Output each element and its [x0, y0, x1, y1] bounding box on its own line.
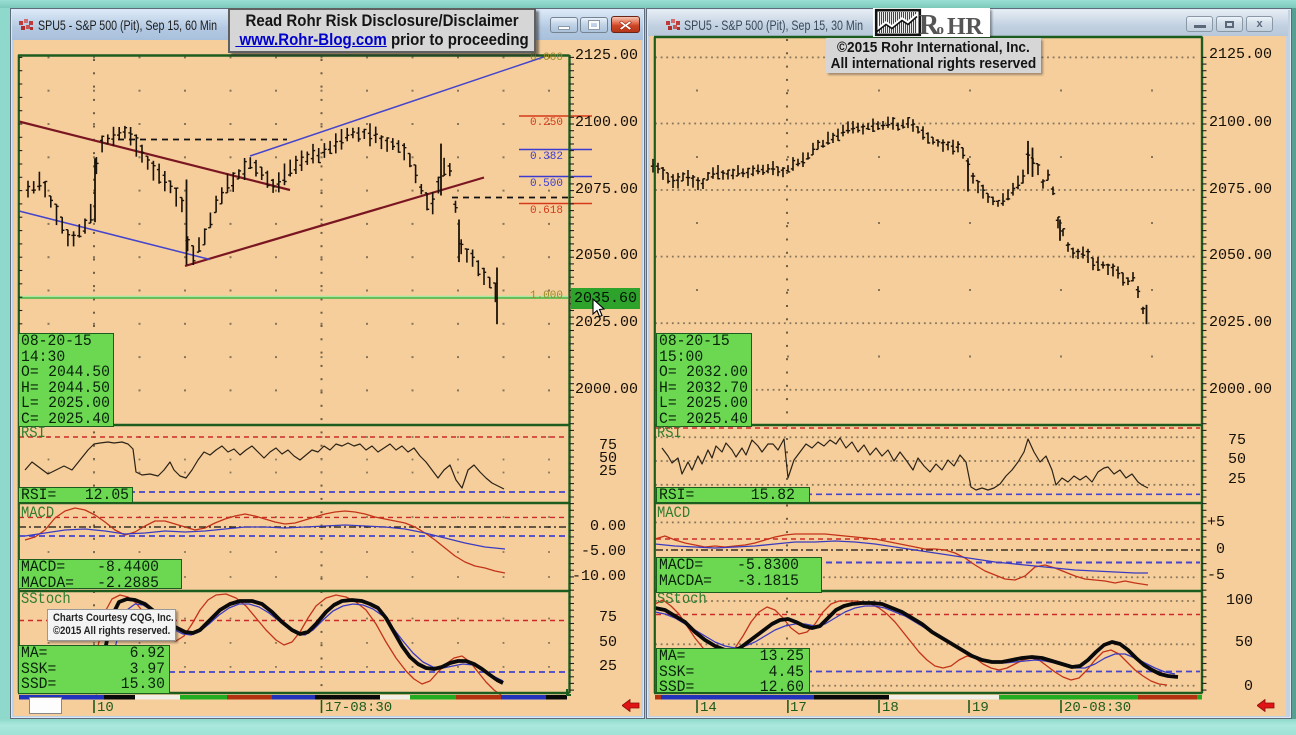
svg-text:R: R [966, 14, 984, 37]
svg-text:H: H [947, 14, 966, 37]
svg-text:o: o [937, 22, 945, 37]
svg-text:R: R [919, 10, 940, 37]
